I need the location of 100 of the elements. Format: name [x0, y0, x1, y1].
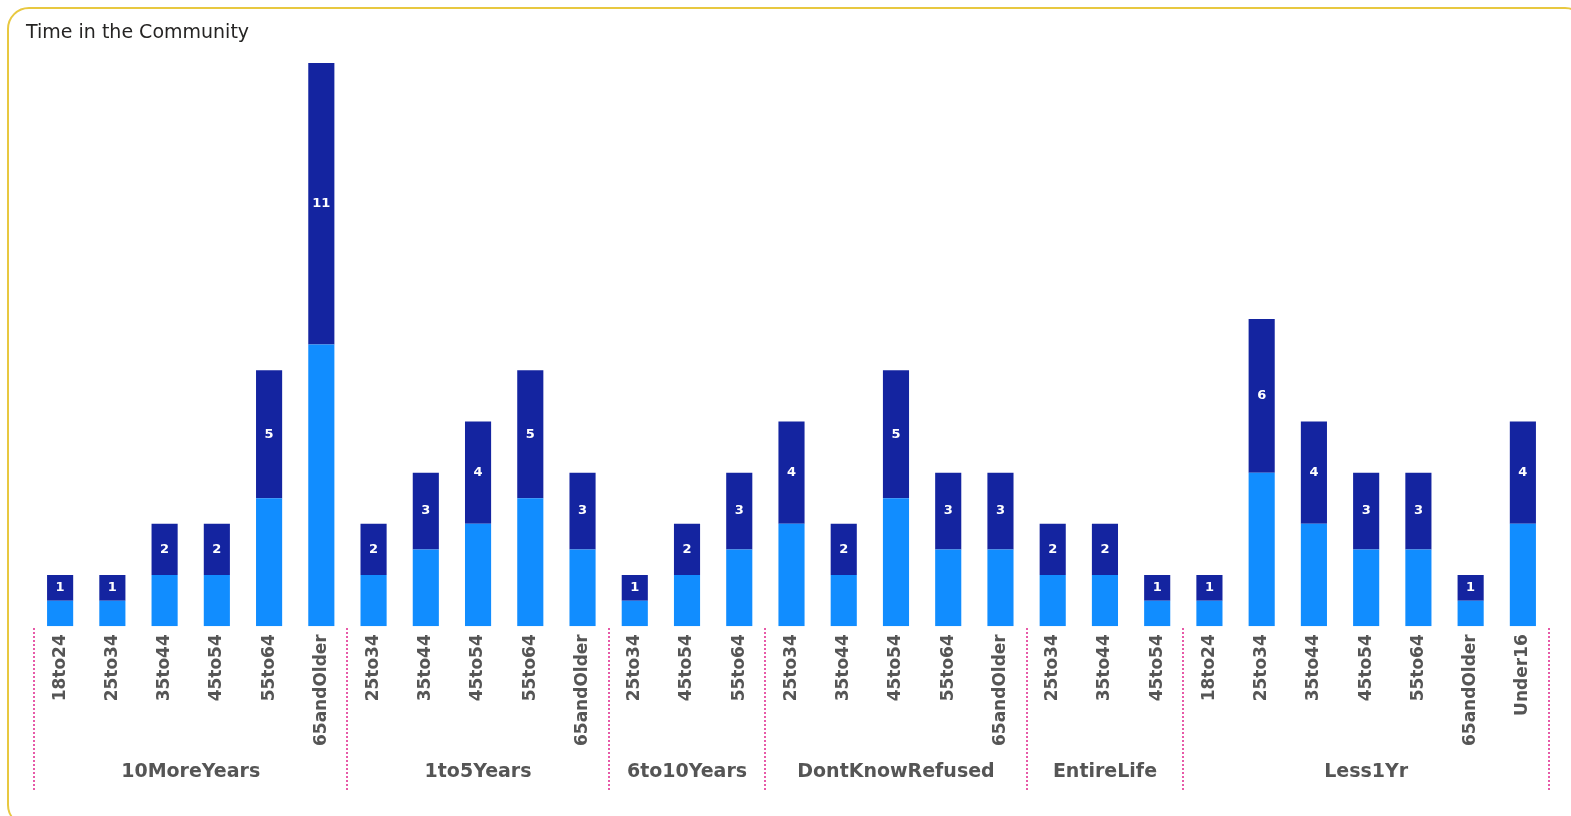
x-tick-label: 65andOlder: [309, 633, 330, 746]
data-label: 3: [1413, 502, 1423, 518]
x-tick-label: Under16: [1511, 634, 1532, 716]
x-tick-label: 18to24: [48, 634, 69, 702]
data-label: 2: [369, 540, 379, 556]
data-label: 2: [839, 540, 849, 556]
text: Less1Yr: [1324, 758, 1409, 781]
text: 6to10Years: [626, 758, 748, 781]
bar: [673, 523, 701, 576]
bar: [882, 498, 910, 627]
x-tick-label: 45to54: [675, 634, 696, 702]
data-label: 2: [160, 540, 170, 556]
bar: [1196, 575, 1223, 601]
bar: [1091, 575, 1119, 627]
bar: [830, 575, 857, 627]
x-tick-label: 35to44: [153, 634, 174, 702]
data-label: 3: [578, 502, 588, 518]
x-tick-label: 65andOlder: [988, 633, 1009, 746]
bar: [1457, 600, 1484, 627]
bar: [673, 575, 701, 627]
data-label: 4: [1518, 464, 1528, 479]
chart-title: Time in the Community: [26, 20, 250, 42]
x-tick-label: 25to34: [1250, 634, 1271, 702]
bar: [1509, 523, 1536, 627]
bar: [517, 498, 544, 627]
bar: [1457, 575, 1484, 601]
bar: [412, 549, 439, 627]
x-tick-label: 45to54: [1354, 634, 1375, 702]
x-tick-label: 45to54: [884, 634, 905, 702]
bar: [412, 472, 439, 550]
bar: [935, 549, 962, 627]
bar: [99, 575, 126, 601]
bar: [1509, 421, 1536, 524]
bar: [47, 600, 74, 627]
x-tick-label: 65andOlder: [570, 633, 591, 746]
data-label: 3: [995, 502, 1005, 518]
bar: [830, 523, 857, 576]
x-tick-label: 55to64: [1406, 634, 1427, 702]
x-tick-label: 25to34: [100, 634, 121, 702]
data-label: 4: [1309, 464, 1319, 479]
x-tick-label: 55to64: [518, 634, 539, 702]
bar: [47, 575, 74, 601]
data-label: 4: [473, 464, 483, 479]
bar: [308, 344, 335, 627]
text: DontKnowRefused: [797, 758, 995, 781]
data-label: 5: [264, 425, 274, 441]
data-label: 4: [786, 464, 797, 479]
x-tick-label: 35to44: [832, 634, 853, 702]
data-label: 3: [1361, 502, 1371, 518]
bar: [464, 421, 492, 524]
bar: [726, 549, 753, 627]
data-label: 6: [1257, 387, 1267, 403]
bar: [778, 421, 805, 524]
data-label: 2: [1100, 540, 1110, 556]
bar: [882, 370, 910, 499]
bar: [360, 575, 387, 627]
bar: [1196, 600, 1223, 627]
x-tick-label: 18to24: [1197, 634, 1218, 702]
bar: [1248, 319, 1275, 473]
text: 1to5Years: [424, 758, 532, 781]
data-label: 3: [734, 502, 744, 518]
bar: [517, 370, 544, 499]
bar: [1405, 549, 1432, 627]
bar: [569, 549, 596, 627]
x-tick-label: 25to34: [623, 634, 644, 702]
data-label: 1: [1204, 579, 1214, 595]
bar: [935, 472, 962, 550]
bar: [569, 472, 596, 550]
data-label: 11: [312, 195, 331, 211]
data-label: 3: [421, 502, 431, 518]
x-tick-label: 35to44: [414, 634, 435, 702]
bar: [987, 549, 1014, 627]
bar: [778, 523, 805, 627]
bar: [726, 472, 753, 550]
bar: [621, 575, 648, 601]
bar: [1353, 549, 1380, 627]
bar: [360, 523, 387, 576]
bar: [464, 523, 492, 627]
data-label: 1: [107, 579, 117, 595]
bar: [1039, 523, 1066, 576]
bar: [203, 523, 230, 576]
x-tick-label: 55to64: [257, 634, 278, 702]
data-label: 2: [682, 540, 692, 556]
data-label: 2: [212, 540, 222, 556]
x-tick-label: 55to64: [727, 634, 748, 702]
bar: [1144, 575, 1171, 601]
x-tick-label: 45to54: [1145, 634, 1166, 702]
x-tick-label: 25to34: [361, 634, 382, 702]
bar: [621, 600, 648, 627]
bar: [1248, 472, 1275, 627]
bar: [99, 600, 126, 627]
data-label: 1: [1466, 579, 1476, 595]
bar: [1091, 523, 1119, 576]
x-tick-label: 25to34: [779, 634, 800, 702]
x-tick-label: 35to44: [1302, 634, 1323, 702]
x-tick-label: 65andOlder: [1459, 633, 1480, 746]
data-label: 1: [1152, 579, 1162, 595]
bar: [308, 63, 335, 345]
bar: [1039, 575, 1066, 627]
bar: [1353, 472, 1380, 550]
